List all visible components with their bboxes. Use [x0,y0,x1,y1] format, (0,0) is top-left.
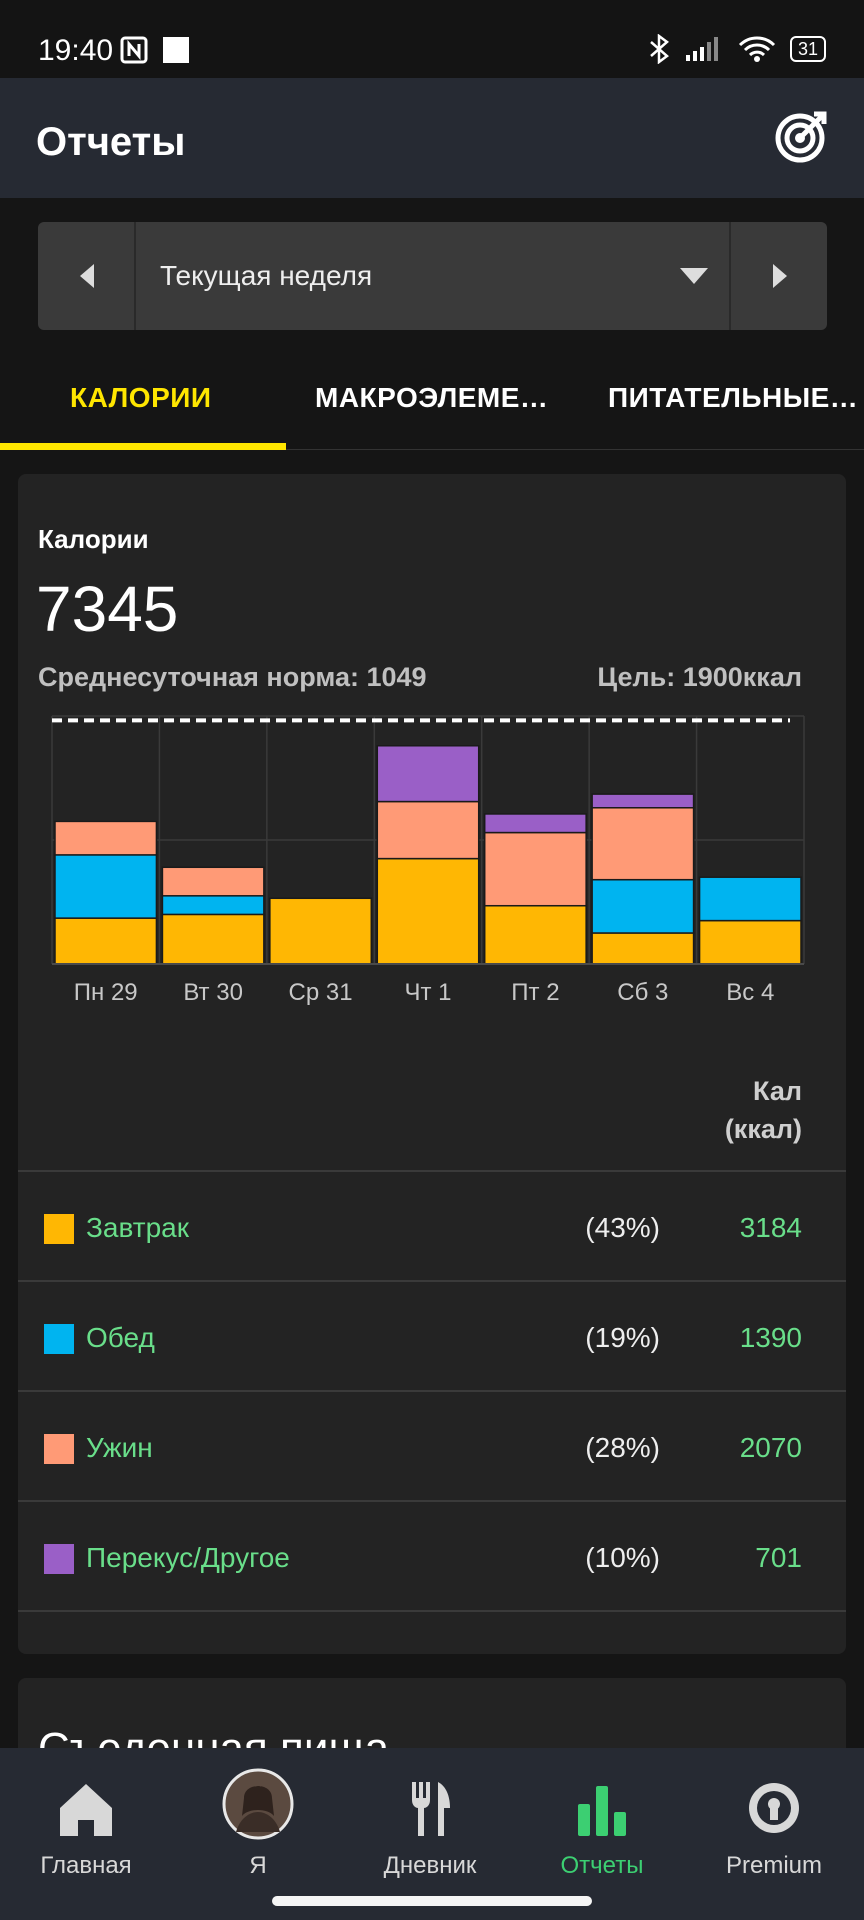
fork-knife-icon [412,1782,450,1836]
bar-chart-icon [578,1786,626,1836]
meal-name: Обед [86,1322,155,1353]
x-tick-label: Пн 29 [74,979,138,1006]
meal-calories: 701 [755,1542,802,1573]
x-tick-label: Сб 3 [617,979,668,1006]
bluetooth-icon [650,34,669,64]
meal-percent: (28%) [585,1432,660,1463]
calorie-goal: Цель: 1900ккал [597,662,802,692]
meal-calories: 1390 [739,1322,802,1353]
total-calories: 7345 [36,573,179,645]
nav-label: Дневник [383,1852,477,1879]
meal-calories: 3184 [739,1212,802,1243]
wifi-icon [738,36,776,62]
nav-diary[interactable]: Дневник [344,1766,516,1886]
meal-color-swatch [44,1434,74,1464]
nav-home[interactable]: Главная [0,1766,172,1886]
app-bar: Отчеты [0,78,864,198]
bar-segment [698,876,802,922]
bar-segment [54,917,158,965]
bar-segment [483,813,587,834]
meal-color-swatch [44,1214,74,1244]
x-tick-label: Пт 2 [511,979,559,1006]
bar-segment [376,800,480,860]
bar-segment [161,913,265,965]
premium-badge-icon [749,1783,799,1833]
avatar [222,1768,294,1840]
column-header-line1: Кал [753,1076,802,1106]
x-tick-label: Вс 4 [726,979,774,1006]
daily-average: Среднесуточная норма: 1049 [38,662,427,692]
nav-me[interactable]: Я [172,1766,344,1886]
meal-percent: (10%) [585,1542,660,1573]
x-tick-label: Чт 1 [404,979,451,1006]
bar-segment [591,878,695,934]
meal-row-snack[interactable]: Перекус/Другое (10%) 701 [18,1500,846,1612]
bar-segment [54,820,158,856]
bar-segment [161,866,265,897]
bar-segment [376,745,480,803]
notification-square-icon [163,37,189,63]
home-icon [60,1784,112,1836]
nav-label: Главная [40,1852,132,1879]
nav-reports[interactable]: Отчеты [516,1766,688,1886]
status-bar: 19:40 31 [0,0,864,78]
column-header: Кал (ккал) [725,1072,802,1148]
meal-calories: 2070 [739,1432,802,1463]
bar-segment [483,904,587,965]
tab-nutrients[interactable]: ПИТАТЕЛЬНЫЕ… [608,382,859,413]
nav-label: Отчеты [560,1852,644,1879]
status-time: 19:40 [38,34,114,67]
meal-name: Завтрак [86,1212,189,1243]
nfc-icon [120,36,148,64]
tab-calories[interactable]: КАЛОРИИ [70,382,212,413]
period-label[interactable]: Текущая неделя [160,260,373,291]
meal-color-swatch [44,1544,74,1574]
nav-premium[interactable]: Premium [688,1766,860,1886]
card-title: Калории [38,524,149,554]
meal-row-lunch[interactable]: Обед (19%) 1390 [18,1280,846,1390]
battery-indicator: 31 [789,36,826,62]
bar-segment [591,932,695,965]
target-icon[interactable] [774,108,830,164]
bar-segment [161,895,265,916]
meal-name: Перекус/Другое [86,1542,290,1573]
chevron-right-icon [773,264,787,288]
next-period-button[interactable] [729,222,827,330]
dropdown-caret-icon[interactable] [678,266,710,286]
previous-period-button[interactable] [38,222,136,330]
meal-percent: (19%) [585,1322,660,1353]
bar-segment [269,897,373,965]
meal-row-dinner[interactable]: Ужин (28%) 2070 [18,1390,846,1500]
page-title: Отчеты [36,120,186,164]
gesture-bar [272,1896,592,1906]
bar-segment [591,807,695,881]
report-tabs: КАЛОРИИ МАКРОЭЛЕМЕ… ПИТАТЕЛЬНЫЕ… [0,360,864,450]
meal-percent: (43%) [585,1212,660,1243]
period-selector[interactable]: Текущая неделя [38,222,827,330]
meal-color-swatch [44,1324,74,1354]
signal-icon [685,37,718,61]
bottom-navigation: Главная Я Дневник Отчеты Prem [0,1748,864,1920]
bar-segment [376,857,480,965]
active-tab-indicator [0,443,286,450]
bar-segment [483,831,587,907]
x-tick-label: Ср 31 [289,979,353,1006]
calories-bar-chart: Пн 29 Вт 30 Ср 31 Чт 1 Пт 2 Сб 3 Вс 4 [51,715,805,1006]
meal-name: Ужин [86,1432,153,1463]
column-header-line2: (ккал) [724,1114,802,1144]
bar-segment [698,919,802,965]
chevron-left-icon [80,264,94,288]
bar-segment [54,854,158,919]
meal-row-breakfast[interactable]: Завтрак (43%) 3184 [18,1170,846,1280]
bar-segment [591,793,695,809]
nav-label: Я [249,1852,267,1879]
nav-label: Premium [725,1852,822,1879]
calories-card: Калории 7345 Среднесуточная норма: 1049 … [18,474,846,1654]
tab-macronutrients[interactable]: МАКРОЭЛЕМЕ… [315,382,549,413]
x-tick-label: Вт 30 [183,979,243,1006]
